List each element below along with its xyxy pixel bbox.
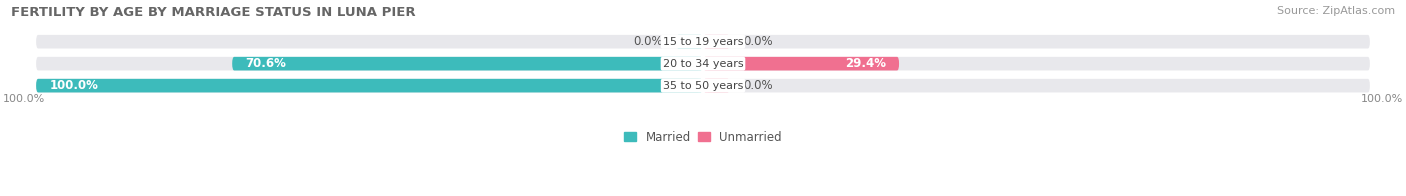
- Text: 100.0%: 100.0%: [1361, 94, 1403, 104]
- Text: 35 to 50 years: 35 to 50 years: [662, 81, 744, 91]
- Legend: Married, Unmarried: Married, Unmarried: [624, 131, 782, 144]
- Text: 100.0%: 100.0%: [49, 79, 98, 92]
- Text: 70.6%: 70.6%: [246, 57, 287, 70]
- FancyBboxPatch shape: [706, 35, 1369, 48]
- FancyBboxPatch shape: [232, 57, 703, 71]
- Text: 0.0%: 0.0%: [633, 35, 664, 48]
- FancyBboxPatch shape: [703, 35, 730, 48]
- Text: 0.0%: 0.0%: [742, 35, 773, 48]
- FancyBboxPatch shape: [703, 57, 898, 71]
- FancyBboxPatch shape: [706, 79, 1369, 93]
- FancyBboxPatch shape: [37, 79, 703, 93]
- Text: FERTILITY BY AGE BY MARRIAGE STATUS IN LUNA PIER: FERTILITY BY AGE BY MARRIAGE STATUS IN L…: [11, 6, 416, 19]
- Text: 29.4%: 29.4%: [845, 57, 886, 70]
- FancyBboxPatch shape: [37, 57, 700, 71]
- Text: 100.0%: 100.0%: [3, 94, 45, 104]
- FancyBboxPatch shape: [703, 79, 730, 93]
- FancyBboxPatch shape: [37, 79, 700, 93]
- FancyBboxPatch shape: [676, 35, 703, 48]
- Text: Source: ZipAtlas.com: Source: ZipAtlas.com: [1277, 6, 1395, 16]
- Text: 15 to 19 years: 15 to 19 years: [662, 37, 744, 47]
- Text: 0.0%: 0.0%: [742, 79, 773, 92]
- FancyBboxPatch shape: [37, 35, 700, 48]
- Text: 20 to 34 years: 20 to 34 years: [662, 59, 744, 69]
- FancyBboxPatch shape: [706, 57, 1369, 71]
